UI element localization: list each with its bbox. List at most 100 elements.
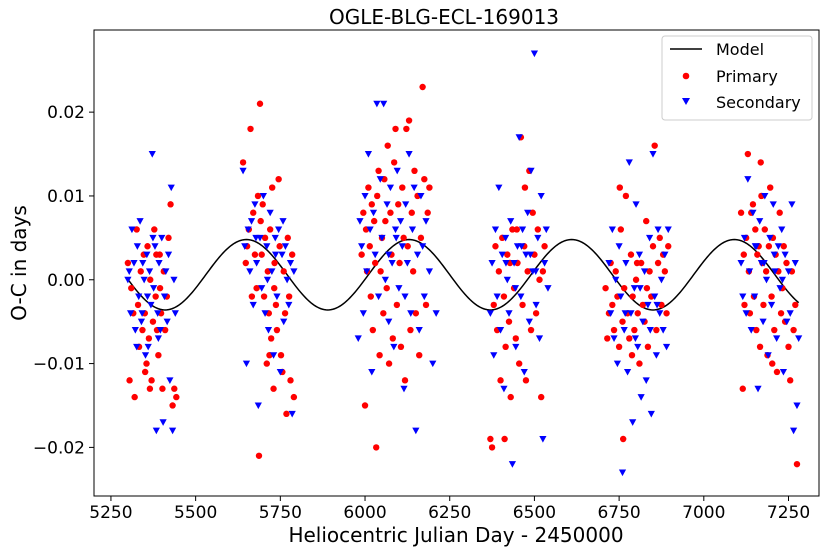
secondary-point (778, 276, 787, 284)
secondary-point (392, 234, 400, 242)
secondary-point (493, 293, 501, 301)
secondary-point (278, 251, 286, 259)
primary-point (169, 402, 176, 409)
secondary-point (261, 310, 269, 317)
secondary-point (654, 226, 662, 234)
secondary-point (532, 268, 540, 275)
primary-point (271, 259, 278, 267)
primary-point (411, 167, 418, 175)
secondary-point (283, 276, 291, 284)
primary-point (532, 310, 540, 317)
x-tick-label: 6000 (343, 503, 386, 523)
primary-point (409, 268, 417, 275)
secondary-point (490, 352, 498, 359)
primary-point (374, 192, 381, 200)
secondary-point (632, 201, 640, 208)
primary-point (619, 318, 626, 325)
primary-point (403, 125, 410, 133)
primary-point (490, 301, 497, 309)
primary-point (134, 301, 142, 309)
primary-point (131, 393, 138, 401)
secondary-point (253, 260, 261, 267)
primary-point (539, 268, 547, 275)
primary-point (649, 243, 657, 250)
secondary-point (761, 192, 769, 200)
secondary-point (751, 293, 759, 301)
secondary-point (646, 234, 654, 242)
y-axis-title: O-C in days (7, 205, 31, 321)
primary-point (161, 326, 169, 334)
secondary-point (786, 310, 794, 317)
primary-point (621, 284, 628, 292)
secondary-point (152, 427, 160, 435)
secondary-point (656, 310, 664, 317)
secondary-point (155, 260, 163, 267)
secondary-point (767, 301, 776, 309)
primary-point (632, 276, 640, 283)
primary-point (259, 201, 266, 208)
primary-point (515, 360, 523, 367)
secondary-point (383, 201, 391, 208)
secondary-point (279, 218, 287, 225)
secondary-point (412, 427, 420, 435)
primary-point (261, 234, 269, 242)
primary-point (617, 226, 625, 233)
primary-point (128, 284, 135, 292)
secondary-point (652, 352, 660, 359)
primary-point (253, 284, 260, 292)
secondary-point (488, 260, 496, 267)
primary-point (777, 310, 785, 317)
secondary-point (737, 260, 745, 267)
secondary-point (128, 226, 136, 234)
secondary-point (364, 151, 373, 158)
secondary-point (518, 226, 527, 234)
primary-point (497, 377, 504, 384)
secondary-point (630, 285, 638, 292)
primary-point (267, 335, 275, 342)
primary-point (382, 217, 389, 225)
secondary-point (779, 368, 788, 376)
primary-point (392, 125, 399, 133)
secondary-point (247, 218, 256, 225)
primary-point (761, 226, 768, 233)
secondary-point (285, 301, 293, 309)
primary-point (521, 184, 529, 191)
secondary-point (402, 201, 410, 208)
secondary-point (517, 293, 525, 301)
secondary-point (290, 268, 298, 275)
secondary-point (544, 285, 552, 292)
secondary-point (540, 260, 549, 267)
secondary-point (756, 218, 764, 225)
primary-point (266, 226, 274, 233)
primary-point (149, 318, 157, 325)
primary-point (358, 251, 365, 258)
secondary-point (791, 260, 799, 267)
primary-point (390, 159, 398, 166)
primary-point (416, 351, 423, 359)
primary-point (250, 209, 257, 216)
primary-point (610, 326, 618, 334)
secondary-point (629, 419, 637, 426)
primary-point (260, 293, 268, 300)
secondary-point (268, 268, 276, 275)
secondary-point (264, 327, 273, 334)
primary-point (422, 301, 430, 309)
secondary-point (498, 251, 506, 259)
primary-point (258, 251, 265, 258)
primary-point (397, 343, 405, 351)
secondary-point (422, 218, 430, 225)
primary-point (760, 301, 767, 309)
primary-point (380, 310, 387, 317)
secondary-point (410, 184, 418, 192)
secondary-point (160, 293, 169, 301)
primary-point (275, 175, 282, 183)
primary-point (137, 268, 144, 275)
secondary-point (607, 310, 615, 317)
secondary-point (145, 268, 154, 275)
secondary-point (371, 251, 379, 259)
secondary-point (664, 226, 672, 234)
y-tick-label: 0.02 (47, 103, 85, 123)
primary-point (776, 209, 783, 216)
primary-point (239, 159, 247, 166)
legend-model-label: Model (716, 40, 764, 59)
